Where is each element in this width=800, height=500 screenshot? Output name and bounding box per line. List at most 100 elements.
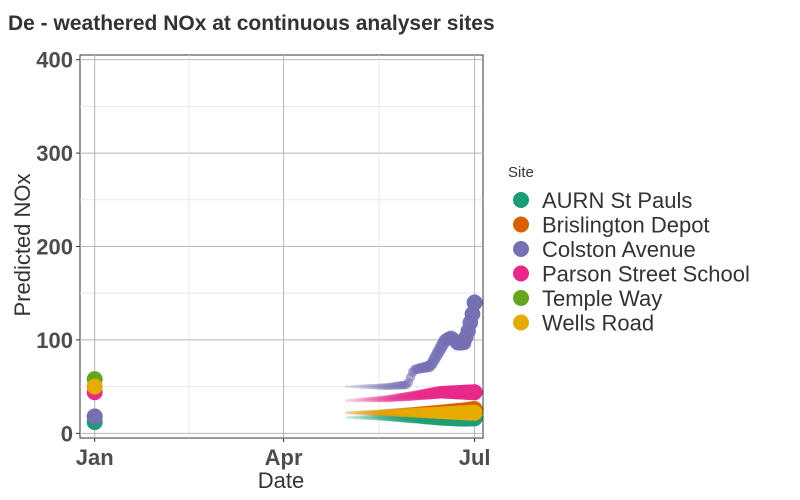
data-point (353, 410, 358, 415)
series-wells-road (86, 378, 483, 421)
data-point (367, 410, 373, 416)
data-point (373, 409, 380, 416)
plot-area: 0 100 200 300 400 Jan Apr Jul (35, 46, 492, 472)
data-point (345, 411, 349, 415)
data-point (389, 408, 398, 417)
data-point (371, 409, 378, 416)
data-point (367, 414, 373, 421)
data-point (355, 415, 360, 420)
data-point (357, 397, 362, 403)
x-tick-label: Jan (76, 445, 114, 470)
data-point (381, 395, 389, 403)
data-point (369, 383, 375, 390)
data-point (379, 383, 387, 390)
data-point (359, 384, 364, 389)
data-point (381, 414, 389, 422)
data-point (377, 395, 384, 403)
data-point (367, 410, 373, 416)
data-point (359, 410, 364, 416)
data-point (379, 409, 387, 417)
legend-label: Wells Road (542, 311, 654, 336)
data-point (345, 385, 349, 389)
data-point (361, 397, 367, 403)
data-point (349, 411, 353, 415)
y-tick-label: 100 (36, 328, 73, 353)
series-layer (86, 294, 483, 431)
data-point (387, 382, 396, 390)
data-point (369, 409, 375, 416)
legend-label: Brislington Depot (542, 213, 710, 238)
data-point (381, 383, 389, 391)
data-point (363, 384, 369, 390)
data-point (373, 409, 380, 416)
data-point (381, 409, 389, 416)
data-point (349, 398, 353, 403)
data-point (347, 398, 351, 403)
legend-label: AURN St Pauls (542, 188, 692, 213)
data-point (357, 384, 362, 389)
legend-label: Parson Street School (542, 262, 750, 287)
data-point (345, 399, 349, 403)
data-point (347, 415, 351, 420)
data-point (365, 397, 371, 403)
data-point (389, 408, 398, 417)
data-point (377, 409, 384, 416)
data-point (351, 415, 355, 420)
data-point (377, 414, 384, 421)
chart-title: De - weathered NOx at continuous analyse… (8, 12, 495, 35)
data-point (367, 383, 373, 390)
data-point (345, 415, 349, 419)
x-axis-label: Date (258, 468, 304, 493)
data-point (385, 382, 393, 391)
data-point (383, 383, 391, 391)
legend-key (513, 241, 529, 257)
data-point (359, 415, 364, 420)
legend-key (513, 265, 529, 282)
data-point (361, 415, 367, 420)
data-point (361, 384, 367, 389)
data-point (351, 398, 355, 403)
data-point (86, 408, 103, 425)
data-point (375, 414, 382, 421)
data-point (375, 383, 382, 390)
data-point (349, 384, 353, 389)
data-point (351, 410, 355, 415)
data-point (365, 384, 371, 390)
legend-label: Colston Avenue (542, 237, 696, 262)
data-point (377, 409, 384, 417)
legend-key (513, 216, 529, 233)
data-point (389, 414, 398, 422)
data-point (385, 409, 393, 417)
data-point (385, 414, 393, 422)
data-point (373, 396, 380, 403)
data-point (383, 409, 391, 417)
data-point (347, 385, 351, 389)
data-point (355, 398, 360, 403)
data-point (387, 408, 396, 417)
data-point (347, 411, 351, 415)
data-point (347, 411, 351, 415)
x-tick-label: Apr (265, 445, 303, 470)
data-point (367, 396, 373, 403)
y-tick-label: 400 (36, 48, 73, 73)
data-point (357, 410, 362, 415)
y-tick-label: 300 (36, 141, 73, 166)
data-point (377, 383, 384, 390)
data-point (371, 396, 378, 403)
data-point (389, 382, 398, 390)
data-point (385, 408, 393, 417)
legend-label: Temple Way (542, 286, 662, 311)
y-tick-label: 0 (61, 421, 73, 446)
data-point (466, 404, 483, 421)
y-axis-label: Predicted NOx (10, 173, 35, 316)
x-axis: Jan Apr Jul (74, 438, 492, 472)
data-point (361, 410, 367, 416)
data-point (363, 414, 369, 420)
data-point (369, 396, 375, 403)
y-tick-label: 200 (36, 235, 73, 260)
data-point (375, 409, 382, 416)
data-point (375, 396, 382, 403)
data-point (353, 415, 358, 420)
data-point (361, 410, 367, 416)
